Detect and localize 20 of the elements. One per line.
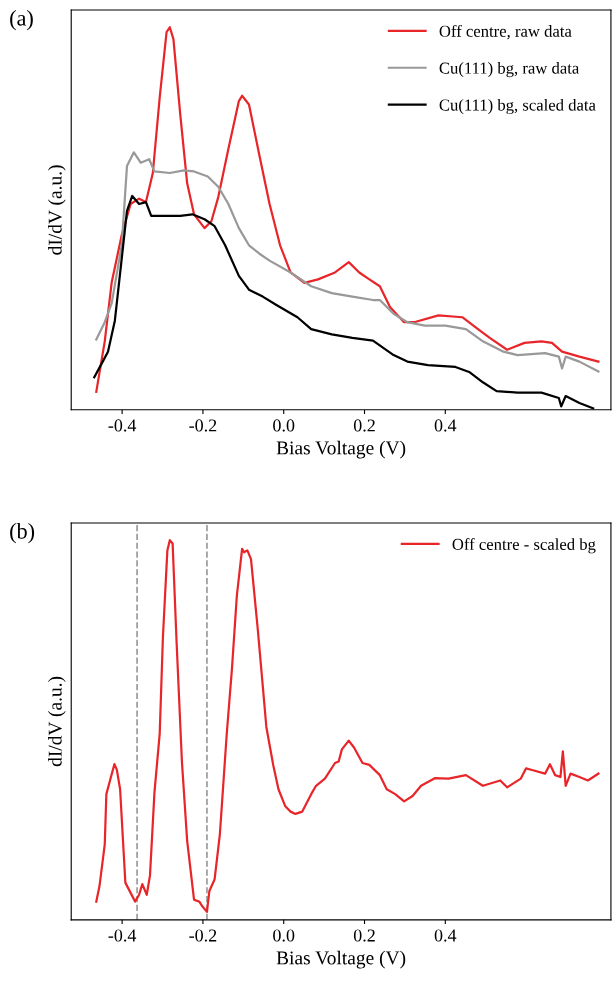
x-tick-label: -0.4 <box>108 419 137 432</box>
x-tick-label: 0.4 <box>434 419 457 432</box>
x-tick-label: 0.0 <box>273 929 295 942</box>
x-tick-label: -0.2 <box>189 929 217 942</box>
x-tick-label: 0.4 <box>434 929 457 942</box>
legend-label: Cu(111) bg, raw data <box>439 62 580 78</box>
text: (b) <box>10 523 35 544</box>
x-tick-label: -0.2 <box>189 419 217 432</box>
legend-label: Cu(111) bg, scaled data <box>439 98 596 115</box>
legend-label: Off centre, raw data <box>439 24 572 40</box>
legend-label: Off centre - scaled bg <box>452 538 596 554</box>
x-tick-label: 0.2 <box>353 419 375 432</box>
x-tick-label: 0.2 <box>353 929 375 942</box>
y-axis-title: dI/dV (a.u.) <box>48 165 66 255</box>
x-axis-title: Bias Voltage (V) <box>276 950 406 969</box>
x-tick-label: -0.4 <box>108 929 137 942</box>
x-tick-label: 0.0 <box>273 419 295 432</box>
x-axis-title: Bias Voltage (V) <box>276 440 406 459</box>
text: (a) <box>10 10 33 31</box>
y-axis-title: dI/dV (a.u.) <box>48 676 66 767</box>
